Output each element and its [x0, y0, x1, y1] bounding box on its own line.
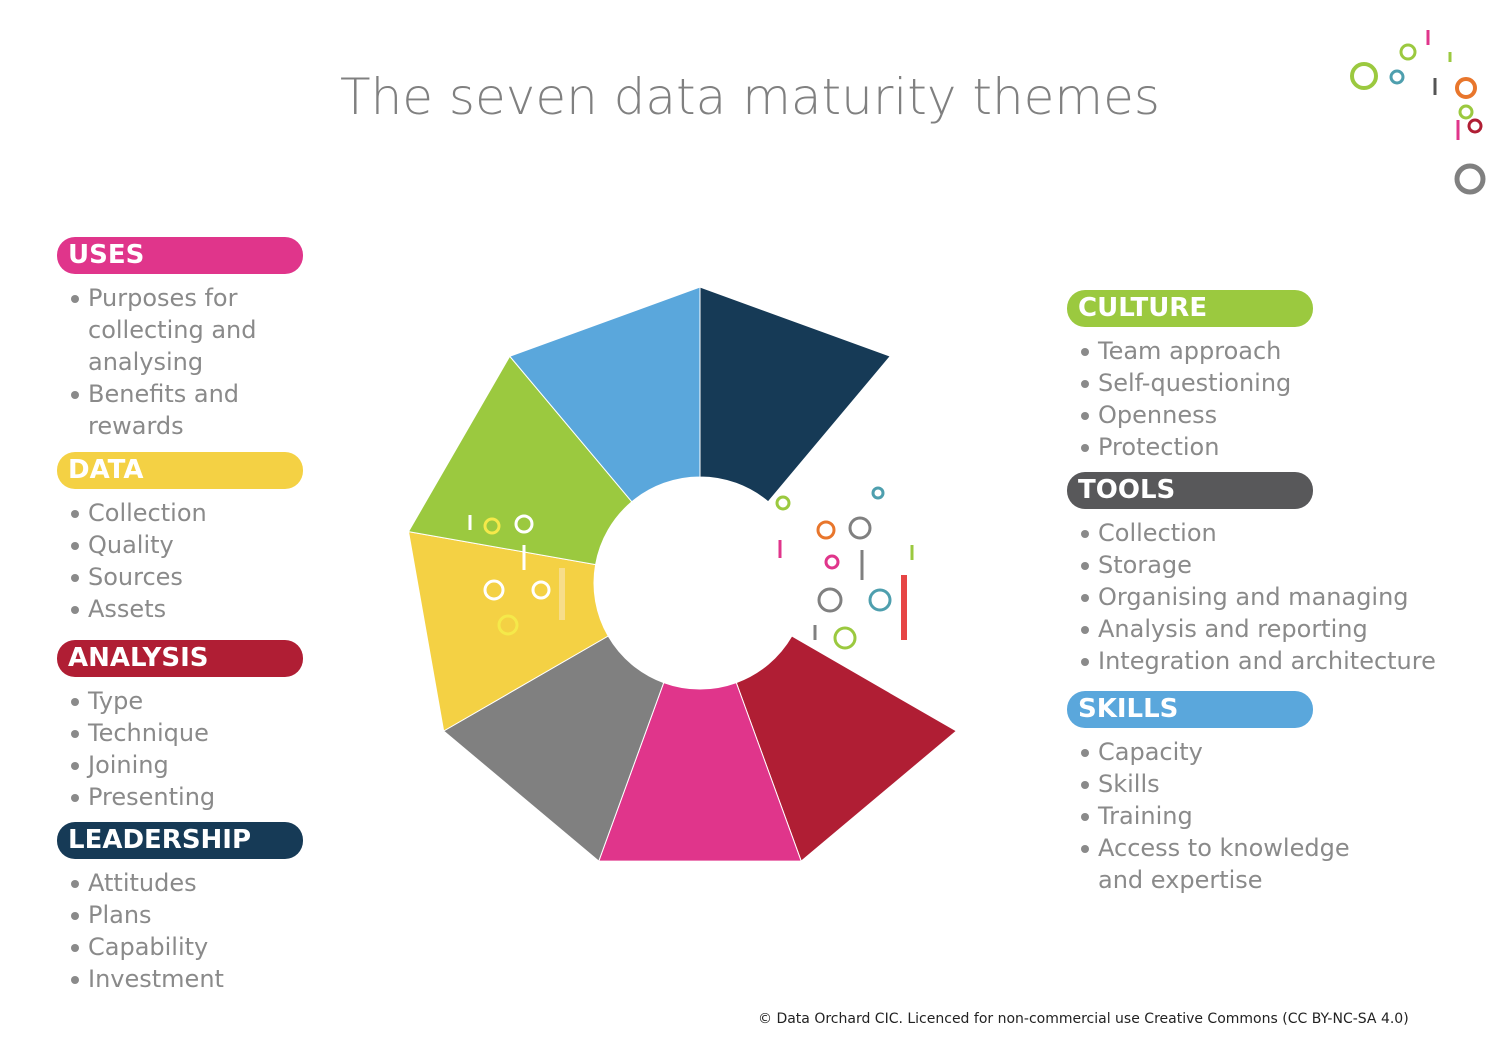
- theme: TOOLS Collection Storage Organising and man…: [1067, 472, 1447, 677]
- theme-items: Attitudes Plans Capability Investment: [69, 867, 437, 995]
- theme-items: Type Technique Joining Presenting: [69, 685, 437, 813]
- theme-item: Collection: [1079, 517, 1447, 549]
- theme-heading: LEADERSHIP: [57, 822, 303, 859]
- theme-item: Self-questioning: [1079, 367, 1447, 399]
- theme: CULTURE Team approach Self-questioning Open…: [1067, 290, 1447, 463]
- theme-item: Access to knowledge and expertise: [1079, 832, 1368, 896]
- theme-item: Presenting: [69, 781, 437, 813]
- theme-item: Assets: [69, 593, 437, 625]
- theme-item: Collection: [69, 497, 437, 529]
- theme-heading: ANALYSIS: [57, 640, 303, 677]
- footer: © Data Orchard CIC. Licenced for non-com…: [758, 1011, 1409, 1027]
- theme-item: Plans: [69, 899, 437, 931]
- donut-segment: [699, 286, 892, 503]
- theme-item: Capacity: [1079, 736, 1368, 768]
- theme-items: Capacity Skills Training Access to knowledg…: [1079, 736, 1447, 896]
- decoration: [468, 486, 914, 650]
- theme-item: Technique: [69, 717, 437, 749]
- theme-items: Collection Storage Organising and managing…: [1079, 517, 1447, 677]
- theme-items: Collection Quality Sources Assets: [69, 497, 437, 625]
- theme-item: Skills: [1079, 768, 1368, 800]
- theme-item: Sources: [69, 561, 437, 593]
- donut-segment: [508, 286, 701, 503]
- theme-items: Purposes for collecting and analysing Ben…: [69, 282, 437, 442]
- theme-item: Type: [69, 685, 437, 717]
- theme-heading: TOOLS: [1067, 472, 1313, 509]
- theme-item: Joining: [69, 749, 437, 781]
- theme-item: Integration and architecture: [1079, 645, 1447, 677]
- theme-item: Storage: [1079, 549, 1447, 581]
- theme-item: Capability: [69, 931, 437, 963]
- theme-item: Benefits and rewards: [69, 378, 268, 442]
- logo: [1350, 30, 1486, 195]
- theme-heading: SKILLS: [1067, 691, 1313, 728]
- title: The seven data maturity themes: [340, 68, 1160, 126]
- theme-items: Team approach Self-questioning Openness Pro…: [1079, 335, 1447, 463]
- theme-heading: DATA: [57, 452, 303, 489]
- theme: SKILLS Capacity Skills Training Access to kn…: [1067, 691, 1447, 896]
- theme-item: Purposes for collecting and analysing: [69, 282, 268, 378]
- theme-item: Analysis and reporting: [1079, 613, 1447, 645]
- theme-heading: USES: [57, 237, 303, 274]
- theme-item: Protection: [1079, 431, 1447, 463]
- theme-item: Quality: [69, 529, 437, 561]
- theme-heading: CULTURE: [1067, 290, 1313, 327]
- theme: ANALYSIS Type Technique Joining Presenting: [57, 640, 437, 813]
- theme: LEADERSHIP Attitudes Plans Capability Invest…: [57, 822, 437, 995]
- theme-item: Openness: [1079, 399, 1447, 431]
- theme: USES Purposes for collecting and analysin…: [57, 237, 437, 442]
- theme: DATA Collection Quality Sources Assets: [57, 452, 437, 625]
- theme-item: Organising and managing: [1079, 581, 1447, 613]
- donut: [407, 286, 958, 862]
- theme-item: Investment: [69, 963, 437, 995]
- theme-item: Team approach: [1079, 335, 1447, 367]
- theme-item: Training: [1079, 800, 1368, 832]
- theme-item: Attitudes: [69, 867, 437, 899]
